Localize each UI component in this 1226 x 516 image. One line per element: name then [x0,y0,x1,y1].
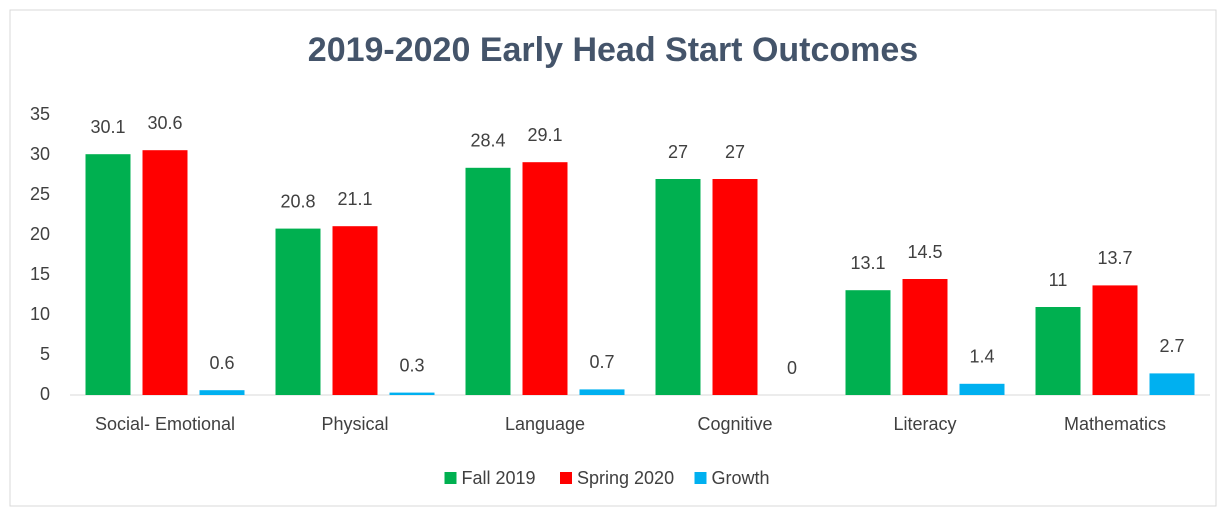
data-label: 0.3 [399,355,424,375]
legend-label: Spring 2020 [577,468,674,488]
data-label: 21.1 [337,189,372,209]
y-tick-label: 15 [30,264,50,284]
data-label: 29.1 [527,125,562,145]
x-tick-label: Mathematics [1064,414,1166,434]
legend-swatch [694,472,707,484]
y-tick-label: 0 [40,384,50,404]
bar [845,290,891,395]
chart-title: 2019-2020 Early Head Start Outcomes [308,31,918,69]
legend-swatch [560,472,572,484]
bar [199,390,245,395]
y-tick-label: 5 [40,344,50,364]
bar [959,383,1005,395]
bar [465,167,511,395]
data-label: 27 [725,142,745,162]
data-label: 30.1 [90,117,125,137]
data-label: 28.4 [470,131,505,151]
data-label: 1.4 [969,347,994,367]
bar [579,389,625,395]
bar [522,162,568,395]
data-label: 0.6 [209,353,234,373]
y-tick-label: 35 [30,104,50,124]
bar [902,279,948,395]
bar [332,226,378,395]
legend-label: Growth [712,468,770,488]
x-tick-label: Language [505,414,585,434]
bar [655,179,701,395]
bar [1149,373,1195,395]
y-tick-label: 10 [30,304,50,324]
chart-border [9,9,1217,507]
data-label: 0.7 [589,352,614,372]
data-label: 20.8 [280,191,315,211]
x-tick-label: Physical [321,414,388,434]
bar [275,228,321,395]
y-tick-label: 30 [30,144,50,164]
data-label: 13.1 [850,253,885,273]
bar [712,179,758,395]
bar [389,392,435,395]
data-label: 11 [1049,270,1068,290]
data-label: 30.6 [147,113,182,133]
bar [142,150,188,395]
bar [1035,307,1081,395]
data-label: 13.7 [1097,248,1132,268]
data-label: 2.7 [1159,336,1184,356]
x-tick-label: Cognitive [697,414,772,434]
data-label: 14.5 [907,242,942,262]
y-tick-label: 20 [30,224,50,244]
legend-label: Fall 2019 [462,468,536,488]
x-tick-label: Literacy [893,414,956,434]
data-label: 0 [787,358,797,378]
bar [85,154,131,395]
bar [1092,285,1138,395]
x-tick-label: Social- Emotional [95,414,235,434]
data-label: 27 [668,142,688,162]
y-tick-label: 25 [30,184,50,204]
legend-swatch [444,472,457,484]
